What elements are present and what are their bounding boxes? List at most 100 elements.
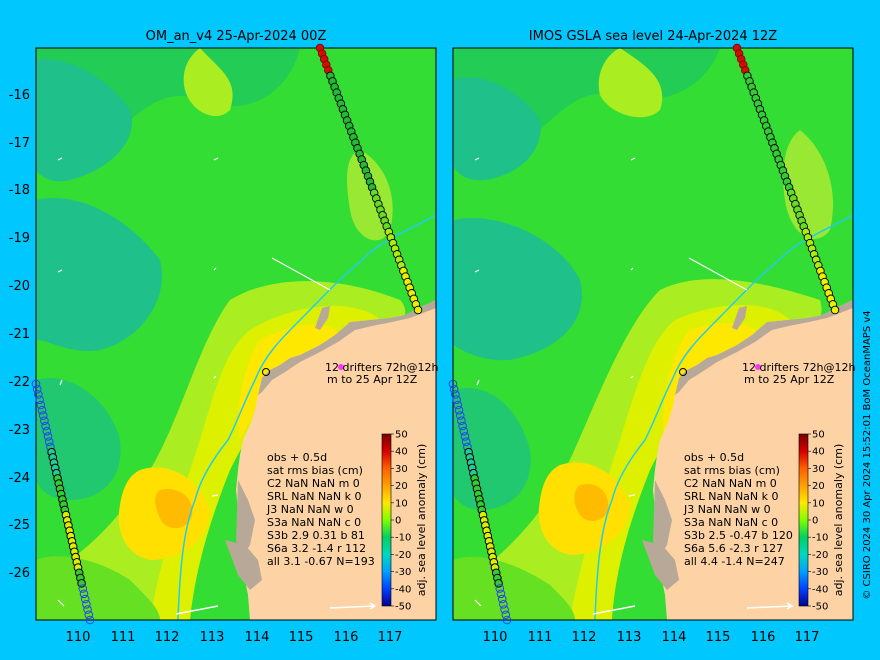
altimeter-track-marker <box>43 432 53 441</box>
colorbar-tick-label: 40 <box>812 447 825 458</box>
lon-label: 113 <box>617 630 642 645</box>
altimeter-track-marker <box>77 579 86 588</box>
colorbar-tick-label: 40 <box>395 447 408 458</box>
stats-line: S3b 2.9 0.31 b 81 <box>267 529 365 542</box>
colorbar-tick-label: 0 <box>395 516 401 527</box>
stats-line: SRL NaN NaN k 0 <box>267 490 362 503</box>
altimeter-track-marker <box>44 437 54 447</box>
colorbar-tick-label: 30 <box>812 464 825 475</box>
altimeter-track-marker <box>413 305 423 315</box>
stats-line: S6a 5.6 -2.3 r 127 <box>684 542 783 555</box>
lon-label: 110 <box>483 630 508 645</box>
lon-label: 111 <box>111 630 136 645</box>
latitude-axis: -16 -17 -18 -19 -20 -21 -22 -23 -24 -25 … <box>9 88 30 581</box>
altimeter-track-marker <box>37 405 47 415</box>
colorbar-tick-label: -20 <box>395 550 411 561</box>
altimeter-track-marker <box>36 400 46 410</box>
altimeter-track-marker <box>41 421 50 431</box>
drifters-line2: m to 25 Apr 12Z <box>327 373 418 386</box>
altimeter-track-marker <box>452 395 461 405</box>
lat-label: -26 <box>9 566 30 581</box>
altimeter-track-marker <box>38 411 48 420</box>
colorbar-tick-label: 20 <box>812 481 825 492</box>
lon-label: 114 <box>245 630 270 645</box>
left-map-panel <box>31 43 437 625</box>
left-colorbar: 50 40 30 20 10 0 -10 -20 -30 -40 -50 adj. sea leve… <box>381 430 428 613</box>
colorbar-tick-label: -10 <box>812 533 828 544</box>
right-colorbar-label: adj. sea level anomaly (cm) <box>832 444 845 596</box>
stats-line: sat rms bias (cm) <box>684 464 780 477</box>
right-drifter-annotation: 12 drifters 72h@12h m to 25 Apr 12Z <box>742 361 856 386</box>
altimeter-track-marker <box>40 416 49 426</box>
altimeter-track-marker <box>34 390 43 399</box>
stats-line: C2 NaN NaN m 0 <box>684 477 777 490</box>
altimeter-track-marker <box>448 379 458 389</box>
stats-line: obs + 0.5d <box>684 451 744 464</box>
altimeter-track-marker <box>31 379 41 389</box>
colorbar-tick-label: 50 <box>812 430 825 441</box>
colorbar-tick-label: -40 <box>395 584 411 595</box>
altimeter-track-marker <box>35 395 44 405</box>
lon-label: 112 <box>572 630 597 645</box>
right-stats-box: obs + 0.5d sat rms bias (cm) C2 NaN NaN … <box>683 451 793 568</box>
altimeter-track-marker <box>830 305 840 315</box>
lat-label: -25 <box>9 518 30 533</box>
right-colorbar-ticks: 50 40 30 20 10 0 -10 -20 -30 -40 -50 <box>808 430 828 613</box>
colorbar-tick-label: -10 <box>395 533 411 544</box>
colorbar-tick-label: -40 <box>812 584 828 595</box>
lon-label: 117 <box>795 630 820 645</box>
right-longitude-axis: 110 111 112 113 114 115 116 117 <box>483 630 820 645</box>
right-map-frame <box>452 47 854 621</box>
altimeter-track-marker <box>461 437 471 447</box>
left-colorbar-label: adj. sea level anomaly (cm) <box>415 444 428 596</box>
altimeter-track-marker <box>451 390 460 399</box>
left-stats-box: obs + 0.5d sat rms bias (cm) C2 NaN NaN … <box>266 451 375 568</box>
lat-label: -16 <box>9 88 30 103</box>
altimeter-track-marker <box>455 411 465 420</box>
colorbar-tick-label: 50 <box>395 430 408 441</box>
left-map-frame <box>35 47 437 621</box>
altimeter-track-marker <box>449 384 459 394</box>
left-panel-title: OM_an_v4 25-Apr-2024 00Z <box>146 29 327 44</box>
altimeter-track-marker <box>85 615 95 625</box>
drifters-line1: 12 drifters 72h@12h <box>742 361 856 374</box>
colorbar-tick-label: -30 <box>395 567 411 578</box>
lat-label: -22 <box>9 375 30 390</box>
altimeter-track-marker <box>494 579 503 588</box>
colorbar-tick-label: 10 <box>395 498 408 509</box>
colorbar-tick-label: 20 <box>395 481 408 492</box>
altimeter-track-marker <box>457 416 466 426</box>
left-sla-field <box>36 48 436 620</box>
altimeter-track-marker <box>459 426 469 436</box>
colorbar-tick-label: -20 <box>812 550 828 561</box>
stats-line: obs + 0.5d <box>267 451 327 464</box>
drifters-line2: m to 25 Apr 12Z <box>744 373 835 386</box>
lat-label: -24 <box>9 471 30 486</box>
colorbar-tick-label: -50 <box>812 602 828 613</box>
right-panel-title: IMOS GSLA sea level 24-Apr-2024 12Z <box>529 29 778 44</box>
right-sla-field <box>453 48 853 620</box>
lon-label: 113 <box>200 630 225 645</box>
lat-label: -17 <box>9 136 30 151</box>
altimeter-track-marker <box>453 400 463 410</box>
right-satellite-track <box>448 43 840 625</box>
left-colorbar-ticks: 50 40 30 20 10 0 -10 -20 -30 -40 -50 <box>391 430 411 613</box>
colorbar-tick-label: 0 <box>812 516 818 527</box>
stats-line: J3 NaN NaN w 0 <box>266 503 354 516</box>
left-drifter-annotation: 12 drifters 72h@12h m to 25 Apr 12Z <box>325 361 439 386</box>
lon-label: 111 <box>528 630 553 645</box>
altimeter-track-marker <box>80 594 90 604</box>
lon-label: 114 <box>662 630 687 645</box>
stats-line: S3a NaN NaN c 0 <box>267 516 361 529</box>
lon-label: 115 <box>289 630 314 645</box>
lon-label: 110 <box>66 630 91 645</box>
left-satellite-track <box>31 43 423 625</box>
lon-label: 116 <box>334 630 359 645</box>
lat-label: -19 <box>9 231 30 246</box>
stats-line: all 3.1 -0.67 N=193 <box>267 555 375 568</box>
colorbar-tick-label: 10 <box>812 498 825 509</box>
lon-label: 115 <box>706 630 731 645</box>
altimeter-track-marker <box>499 600 508 609</box>
altimeter-track-marker <box>501 610 511 620</box>
lon-label: 116 <box>751 630 776 645</box>
